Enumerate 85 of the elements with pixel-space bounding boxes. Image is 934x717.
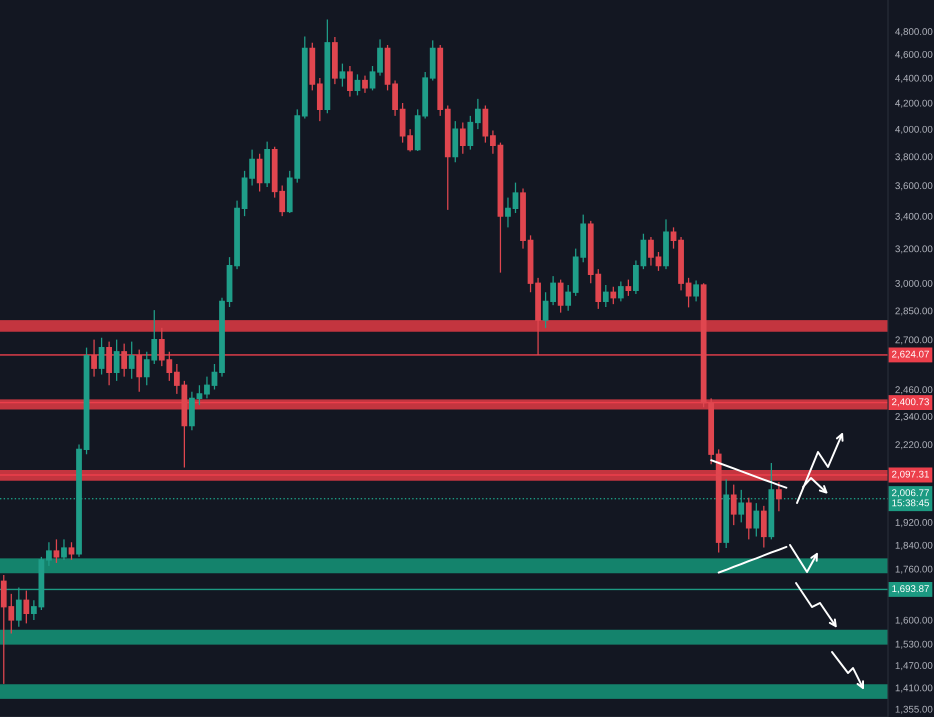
candlestick (279, 184, 286, 217)
y-tick-label: 4,800.00 (895, 28, 932, 36)
candlestick (23, 590, 30, 624)
y-tick-label: 4,400.00 (895, 74, 932, 83)
candlestick (753, 502, 760, 538)
candlestick (8, 593, 14, 634)
candlestick (625, 279, 632, 296)
candlestick (61, 538, 67, 560)
candlestick (588, 220, 594, 284)
ref-line-label: 2,400.73 (892, 398, 929, 406)
y-tick-label: 1,600.00 (896, 616, 932, 625)
y-tick-label: 3,200.00 (895, 245, 932, 254)
candlestick (602, 284, 609, 308)
candlestick (730, 484, 737, 526)
y-tick-label: 1,470.00 (896, 662, 932, 670)
candlestick (309, 42, 316, 91)
y-tick-label: 2,220.00 (895, 441, 932, 450)
y-tick-label: 3,400.00 (895, 212, 932, 221)
ref-line-label: 1,693.87 (892, 585, 929, 594)
candlestick (98, 337, 104, 376)
candlestick (316, 77, 323, 122)
candlestick (294, 108, 300, 184)
y-tick-label: 1,920.00 (896, 519, 932, 528)
candlestick (347, 65, 353, 98)
candlestick (68, 542, 74, 560)
candlestick (558, 279, 564, 314)
candlestick (663, 218, 669, 270)
candlestick (610, 286, 616, 305)
y-tick-label: 1,410.00 (896, 684, 932, 692)
candlestick (340, 63, 346, 88)
candlestick (302, 36, 308, 120)
candlestick (580, 214, 586, 263)
y-tick-label: 4,000.00 (895, 126, 932, 134)
candlestick (0, 574, 7, 685)
line-series (710, 459, 788, 489)
y-tick-label: 3,800.00 (895, 153, 932, 162)
candlestick (460, 122, 466, 154)
candlestick (128, 341, 135, 380)
candlestick (565, 284, 572, 312)
candlestick (595, 268, 602, 310)
candlestick (114, 339, 120, 382)
candlestick (437, 44, 444, 116)
candlestick (452, 120, 458, 163)
candlestick (286, 170, 293, 214)
candlestick (54, 538, 60, 564)
y-tick-label: 4,200.00 (895, 100, 932, 108)
ref-line-label: 2,006.77 15:38:45 (892, 489, 929, 506)
candlestick (151, 310, 158, 365)
ref-line-label: 2,097.31 (892, 470, 929, 479)
candlestick (272, 146, 278, 198)
candlestick (760, 505, 767, 548)
candlestick (354, 74, 360, 96)
ref-line-label: 2,624.07 (892, 350, 929, 359)
y-tick-label: 3,600.00 (895, 182, 932, 190)
candlestick (264, 140, 270, 188)
candlestick (693, 280, 699, 302)
y-tick-label: 2,700.00 (895, 336, 932, 344)
candlestick (444, 104, 451, 211)
candlestick (776, 481, 782, 512)
candlestick (467, 115, 474, 150)
candlestick (30, 600, 37, 621)
candlestick (414, 108, 421, 152)
candlestick (746, 497, 752, 540)
candlestick (572, 248, 579, 296)
candlestick (430, 40, 436, 82)
y-tick-label: 2,850.00 (895, 307, 932, 316)
candlestick (324, 18, 330, 114)
y-tick-label: 3,000.00 (895, 280, 932, 288)
y-tick-label: 4,600.00 (895, 50, 932, 59)
candlestick (256, 153, 263, 192)
candlestick (407, 128, 414, 152)
candlestick (144, 351, 150, 386)
candlestick (618, 280, 624, 302)
y-tick-label: 1,355.00 (896, 706, 932, 714)
y-tick-label: 1,530.00 (896, 640, 932, 649)
candlestick (474, 98, 481, 130)
candlestick (174, 363, 180, 395)
line-series (718, 546, 788, 574)
y-tick-label: 1,840.00 (896, 542, 932, 550)
y-tick-label: 1,760.00 (896, 566, 932, 574)
y-tick-label: 2,340.00 (895, 413, 932, 422)
candlestick (332, 36, 338, 85)
candlestick (362, 74, 368, 94)
y-tick-label: 2,460.00 (895, 386, 932, 394)
candlestick (422, 71, 428, 120)
